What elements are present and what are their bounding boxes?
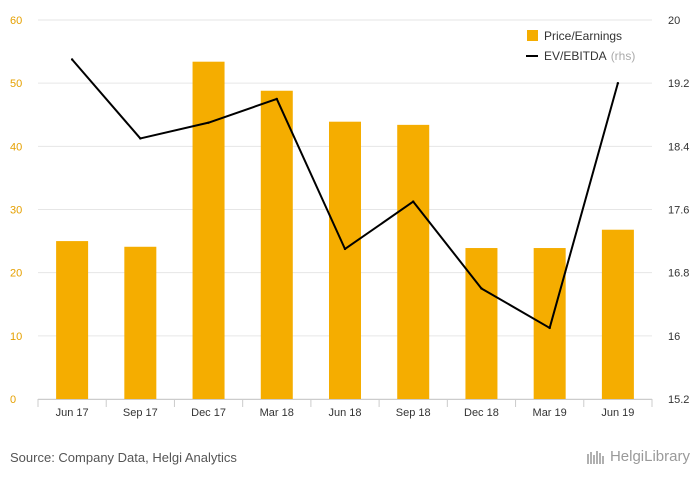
x-tick-label: Mar 19 — [533, 407, 567, 419]
y-left-tick-label: 20 — [10, 268, 22, 280]
bar — [260, 90, 293, 399]
x-tick-label: Sep 17 — [123, 407, 158, 419]
line-point — [139, 137, 142, 140]
y-left-tick-label: 10 — [10, 331, 22, 343]
line-point — [412, 200, 415, 203]
y-left-tick-label: 50 — [10, 78, 22, 90]
y-right-tick-label: 20 — [668, 15, 680, 27]
bar — [56, 241, 89, 399]
library-icon — [586, 450, 604, 464]
line-point — [480, 287, 483, 290]
line-point — [343, 247, 347, 251]
line-point — [70, 58, 74, 61]
y-right-tick-label: 16.8 — [668, 268, 689, 280]
source-note: Source: Company Data, Helgi Analytics — [10, 450, 237, 465]
y-left-tick-label: 30 — [10, 205, 22, 217]
bar — [601, 229, 634, 399]
legend-suffix: (rhs) — [611, 49, 636, 63]
x-tick-label: Mar 18 — [260, 407, 294, 419]
line-point — [616, 81, 620, 85]
legend-swatch-bar — [527, 30, 538, 41]
y-right-tick-label: 19.2 — [668, 78, 689, 90]
legend-label: EV/EBITDA — [544, 49, 607, 63]
y-right-tick-label: 18.4 — [668, 141, 689, 153]
y-right-tick-label: 16 — [668, 331, 680, 343]
y-left-tick-label: 40 — [10, 141, 22, 153]
line-point — [207, 121, 210, 124]
line-point — [548, 326, 551, 330]
y-left-tick-label: 0 — [10, 394, 16, 406]
line-point — [275, 97, 278, 101]
x-tick-label: Dec 17 — [191, 407, 226, 419]
x-tick-label: Jun 18 — [328, 407, 361, 419]
brand-name: HelgiLibrary — [609, 448, 690, 465]
x-tick-label: Sep 18 — [396, 407, 431, 419]
x-tick-label: Jun 17 — [56, 407, 89, 419]
bar — [124, 246, 157, 399]
bar — [192, 61, 225, 399]
bar — [533, 248, 566, 399]
y-right-tick-label: 15.2 — [668, 394, 689, 406]
brand-logo: HelgiLibrary — [586, 448, 690, 465]
bar — [465, 248, 498, 399]
bar — [397, 124, 430, 400]
y-right-tick-label: 17.6 — [668, 205, 689, 217]
bar — [329, 121, 361, 399]
legend-label: Price/Earnings — [544, 29, 622, 43]
x-tick-label: Dec 18 — [464, 407, 499, 419]
x-tick-label: Jun 19 — [601, 407, 634, 419]
chart: 0 10 20 30 40 50 60 15.2 16 16.8 17.6 18.4 19.2 20 Jun… — [10, 15, 689, 419]
y-left-tick-label: 60 — [10, 15, 22, 27]
